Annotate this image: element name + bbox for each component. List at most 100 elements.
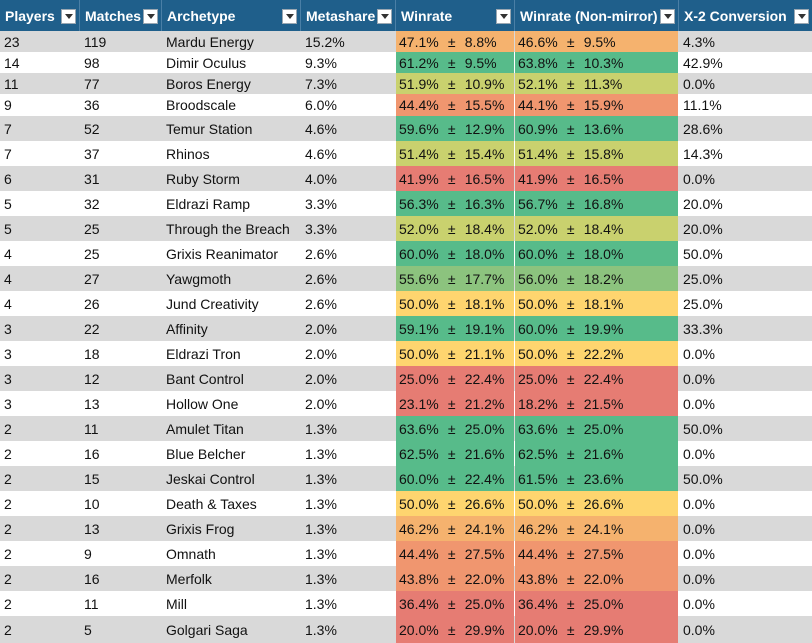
matches-cell[interactable]: 16: [84, 445, 100, 462]
archetype-cell[interactable]: Golgari Saga: [166, 621, 248, 638]
x2-conversion-cell[interactable]: 0.0%: [683, 170, 715, 187]
winrate-nonmirror-cell[interactable]: 20.0% ±29.9%: [515, 616, 678, 643]
matches-cell[interactable]: 77: [84, 75, 100, 92]
winrate-cell[interactable]: 50.0% ±26.6%: [396, 491, 514, 516]
winrate-nonmirror-cell[interactable]: 61.5% ±23.6%: [515, 466, 678, 491]
archetype-cell[interactable]: Mill: [166, 595, 187, 612]
winrate-nonmirror-cell[interactable]: 50.0% ±22.2%: [515, 341, 678, 366]
x2-conversion-cell[interactable]: 0.0%: [683, 595, 715, 612]
matches-cell[interactable]: 52: [84, 120, 100, 137]
x2-conversion-cell[interactable]: 0.0%: [683, 75, 715, 92]
x2-conversion-cell[interactable]: 11.1%: [683, 97, 722, 113]
players-cell[interactable]: 3: [4, 395, 12, 412]
winrate-cell[interactable]: 61.2% ±9.5%: [396, 52, 514, 73]
winrate-nonmirror-cell[interactable]: 44.1% ±15.9%: [515, 94, 678, 116]
winrate-cell[interactable]: 59.6% ±12.9%: [396, 116, 514, 141]
players-cell[interactable]: 2: [4, 570, 12, 587]
winrate-cell[interactable]: 52.0% ±18.4%: [396, 216, 514, 241]
archetype-cell[interactable]: Temur Station: [166, 120, 253, 137]
players-cell[interactable]: 2: [4, 470, 12, 487]
x2-conversion-cell[interactable]: 0.0%: [683, 370, 715, 387]
winrate-cell[interactable]: 51.9% ±10.9%: [396, 73, 514, 94]
metashare-cell[interactable]: 1.3%: [305, 545, 337, 562]
winrate-nonmirror-cell[interactable]: 63.6% ±25.0%: [515, 416, 678, 441]
winrate-nonmirror-cell[interactable]: 63.8% ±10.3%: [515, 52, 678, 73]
archetype-cell[interactable]: Grixis Reanimator: [166, 245, 279, 262]
players-cell[interactable]: 3: [4, 320, 12, 337]
matches-cell[interactable]: 12: [84, 370, 100, 387]
matches-cell[interactable]: 25: [84, 245, 100, 262]
metashare-cell[interactable]: 2.0%: [305, 370, 337, 387]
x2-conversion-cell[interactable]: 0.0%: [683, 445, 715, 462]
header-matches[interactable]: Matches: [80, 0, 161, 31]
x2-conversion-cell[interactable]: 4.3%: [683, 33, 715, 50]
filter-dropdown-icon[interactable]: [496, 9, 511, 24]
winrate-nonmirror-cell[interactable]: 43.8% ±22.0%: [515, 566, 678, 591]
winrate-cell[interactable]: 20.0% ±29.9%: [396, 616, 514, 643]
winrate-nonmirror-cell[interactable]: 41.9% ±16.5%: [515, 166, 678, 191]
winrate-nonmirror-cell[interactable]: 52.0% ±18.4%: [515, 216, 678, 241]
archetype-cell[interactable]: Boros Energy: [166, 75, 251, 92]
header-winrate[interactable]: Winrate: [396, 0, 514, 31]
winrate-nonmirror-cell[interactable]: 60.0% ±18.0%: [515, 241, 678, 266]
archetype-cell[interactable]: Dimir Oculus: [166, 54, 247, 71]
winrate-nonmirror-cell[interactable]: 60.0% ±19.9%: [515, 316, 678, 341]
winrate-cell[interactable]: 60.0% ±18.0%: [396, 241, 514, 266]
matches-cell[interactable]: 18: [84, 345, 100, 362]
archetype-cell[interactable]: Blue Belcher: [166, 445, 246, 462]
metashare-cell[interactable]: 2.6%: [305, 270, 337, 287]
players-cell[interactable]: 2: [4, 621, 12, 638]
x2-conversion-cell[interactable]: 0.0%: [683, 520, 715, 537]
x2-conversion-cell[interactable]: 28.6%: [683, 120, 723, 137]
players-cell[interactable]: 9: [4, 97, 12, 113]
players-cell[interactable]: 3: [4, 370, 12, 387]
players-cell[interactable]: 2: [4, 545, 12, 562]
winrate-cell[interactable]: 59.1% ±19.1%: [396, 316, 514, 341]
matches-cell[interactable]: 22: [84, 320, 100, 337]
players-cell[interactable]: 6: [4, 170, 12, 187]
metashare-cell[interactable]: 1.3%: [305, 420, 337, 437]
metashare-cell[interactable]: 3.3%: [305, 220, 337, 237]
players-cell[interactable]: 2: [4, 420, 12, 437]
archetype-cell[interactable]: Yawgmoth: [166, 270, 232, 287]
metashare-cell[interactable]: 4.6%: [305, 145, 337, 162]
players-cell[interactable]: 2: [4, 445, 12, 462]
archetype-cell[interactable]: Eldrazi Ramp: [166, 195, 251, 212]
matches-cell[interactable]: 13: [84, 520, 100, 537]
archetype-cell[interactable]: Eldrazi Tron: [166, 345, 241, 362]
players-cell[interactable]: 5: [4, 195, 12, 212]
players-cell[interactable]: 4: [4, 245, 12, 262]
winrate-cell[interactable]: 43.8% ±22.0%: [396, 566, 514, 591]
archetype-cell[interactable]: Death & Taxes: [166, 495, 257, 512]
archetype-cell[interactable]: Merfolk: [166, 570, 212, 587]
winrate-cell[interactable]: 46.2% ±24.1%: [396, 516, 514, 541]
matches-cell[interactable]: 9: [84, 545, 92, 562]
winrate-nonmirror-cell[interactable]: 56.7% ±16.8%: [515, 191, 678, 216]
filter-dropdown-icon[interactable]: [377, 9, 392, 24]
winrate-cell[interactable]: 55.6% ±17.7%: [396, 266, 514, 291]
metashare-cell[interactable]: 1.3%: [305, 470, 337, 487]
x2-conversion-cell[interactable]: 14.3%: [683, 145, 723, 162]
winrate-nonmirror-cell[interactable]: 25.0% ±22.4%: [515, 366, 678, 391]
header-archetype[interactable]: Archetype: [162, 0, 300, 31]
x2-conversion-cell[interactable]: 0.0%: [683, 495, 715, 512]
metashare-cell[interactable]: 6.0%: [305, 97, 337, 113]
winrate-cell[interactable]: 25.0% ±22.4%: [396, 366, 514, 391]
matches-cell[interactable]: 15: [84, 470, 100, 487]
x2-conversion-cell[interactable]: 20.0%: [683, 220, 723, 237]
winrate-nonmirror-cell[interactable]: 62.5% ±21.6%: [515, 441, 678, 466]
filter-dropdown-icon[interactable]: [794, 9, 809, 24]
matches-cell[interactable]: 11: [84, 420, 99, 437]
players-cell[interactable]: 7: [4, 145, 12, 162]
metashare-cell[interactable]: 1.3%: [305, 621, 337, 638]
metashare-cell[interactable]: 1.3%: [305, 570, 337, 587]
x2-conversion-cell[interactable]: 50.0%: [683, 245, 723, 262]
winrate-nonmirror-cell[interactable]: 44.4% ±27.5%: [515, 541, 678, 566]
matches-cell[interactable]: 98: [84, 54, 100, 71]
archetype-cell[interactable]: Amulet Titan: [166, 420, 244, 437]
winrate-nonmirror-cell[interactable]: 46.6% ±9.5%: [515, 31, 678, 52]
winrate-nonmirror-cell[interactable]: 46.2% ±24.1%: [515, 516, 678, 541]
x2-conversion-cell[interactable]: 50.0%: [683, 470, 723, 487]
winrate-nonmirror-cell[interactable]: 50.0% ±26.6%: [515, 491, 678, 516]
filter-dropdown-icon[interactable]: [143, 9, 158, 24]
